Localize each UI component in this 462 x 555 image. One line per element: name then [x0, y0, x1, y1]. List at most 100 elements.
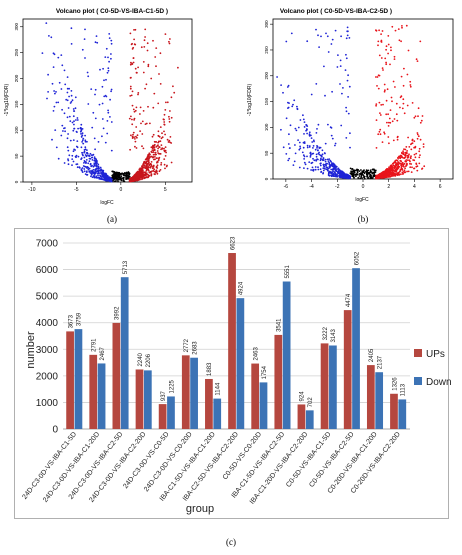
volcano-point — [353, 176, 355, 179]
bar-value-label: 3759 — [77, 312, 83, 326]
bar — [390, 393, 398, 429]
volcano-point — [385, 45, 388, 48]
volcano-point — [132, 131, 135, 134]
volcano-point — [140, 122, 142, 125]
volcano-point — [287, 143, 290, 145]
volcano-point — [389, 121, 392, 124]
volcano-point — [55, 91, 57, 93]
volcano-point — [306, 40, 309, 43]
volcano-point — [373, 168, 375, 171]
volcano-point — [330, 168, 333, 171]
volcano-point — [121, 172, 124, 175]
volcano-point — [90, 88, 93, 90]
volcano-point — [403, 148, 405, 151]
volcano-point — [161, 136, 164, 139]
volcano-point — [385, 168, 387, 171]
volcano-point — [294, 127, 297, 130]
volcano-point — [401, 173, 404, 175]
volcano-point — [389, 109, 392, 111]
volcano-point — [351, 170, 353, 173]
volcano-point — [139, 130, 142, 133]
volcano-point — [137, 171, 139, 174]
volcano-point — [69, 139, 72, 142]
volcano-point — [131, 137, 134, 140]
volcano-point — [90, 172, 93, 175]
bar — [282, 281, 291, 429]
volcano-point — [397, 163, 400, 166]
volcano-point — [152, 153, 155, 156]
y-tick-label: 200 — [14, 74, 19, 82]
volcano-point — [326, 168, 329, 171]
volcano-point — [70, 90, 73, 92]
volcano-point — [355, 175, 357, 178]
volcano-point — [80, 133, 82, 135]
volcano-point — [317, 149, 319, 152]
volcano-point — [110, 90, 112, 93]
volcano-point — [405, 24, 408, 27]
volcano-point — [386, 171, 389, 174]
volcano-point — [146, 176, 149, 179]
volcano-point — [157, 147, 160, 150]
volcano-point — [143, 171, 146, 174]
volcano-point — [128, 173, 131, 176]
volcano-point — [293, 160, 296, 163]
volcano-point — [322, 169, 325, 172]
volcano-point — [405, 146, 408, 148]
volcano-point — [91, 176, 94, 179]
volcano-point — [405, 160, 408, 163]
volcano-point — [303, 121, 306, 123]
volcano-point — [107, 111, 110, 114]
volcano-point — [133, 29, 135, 31]
volcano-point — [63, 112, 66, 115]
volcano-point — [141, 120, 144, 123]
volcano-point — [149, 122, 151, 125]
volcano-point — [311, 161, 314, 164]
volcano-point — [291, 105, 294, 108]
volcano-point — [408, 153, 410, 156]
volcano-point — [330, 134, 333, 137]
volcano-point — [320, 155, 323, 158]
volcano-point — [349, 132, 351, 135]
volcano-point — [334, 144, 336, 147]
volcano-point — [106, 177, 109, 180]
volcano-point — [315, 83, 318, 85]
volcano-point — [101, 135, 103, 138]
volcano-point — [47, 91, 49, 93]
volcano-point — [120, 178, 122, 181]
volcano-point — [68, 115, 71, 118]
volcano-point — [385, 113, 388, 116]
volcano-point — [143, 176, 145, 179]
volcano-point — [83, 165, 86, 168]
volcano-point — [133, 38, 136, 41]
volcano-point — [322, 157, 325, 160]
volcano-point — [66, 99, 69, 102]
volcano-point — [122, 176, 125, 179]
volcano-point — [343, 176, 346, 179]
volcano-point — [346, 174, 349, 176]
volcano-point — [421, 115, 424, 117]
volcano-point — [88, 154, 90, 157]
volcano-point — [342, 87, 344, 89]
volcano-point — [370, 171, 373, 174]
volcano-point — [400, 40, 402, 43]
volcano-point — [108, 33, 111, 35]
volcano-b-x-label: logFC — [355, 197, 369, 203]
volcano-point — [393, 58, 396, 60]
volcano-point — [400, 75, 403, 78]
volcano-point — [361, 177, 363, 179]
volcano-point — [328, 158, 331, 161]
volcano-point — [410, 163, 413, 165]
volcano-point — [409, 166, 412, 169]
volcano-a-points — [41, 22, 179, 183]
volcano-point — [60, 134, 63, 137]
volcano-point — [144, 36, 147, 38]
volcano-point — [64, 83, 67, 86]
bar-value-label: 2463 — [253, 347, 259, 361]
volcano-point — [382, 174, 384, 176]
volcano-point — [323, 167, 326, 170]
volcano-point — [415, 58, 418, 61]
volcano-point — [303, 141, 306, 143]
volcano-point — [391, 171, 394, 174]
volcano-point — [72, 160, 75, 163]
volcano-point — [309, 156, 312, 158]
